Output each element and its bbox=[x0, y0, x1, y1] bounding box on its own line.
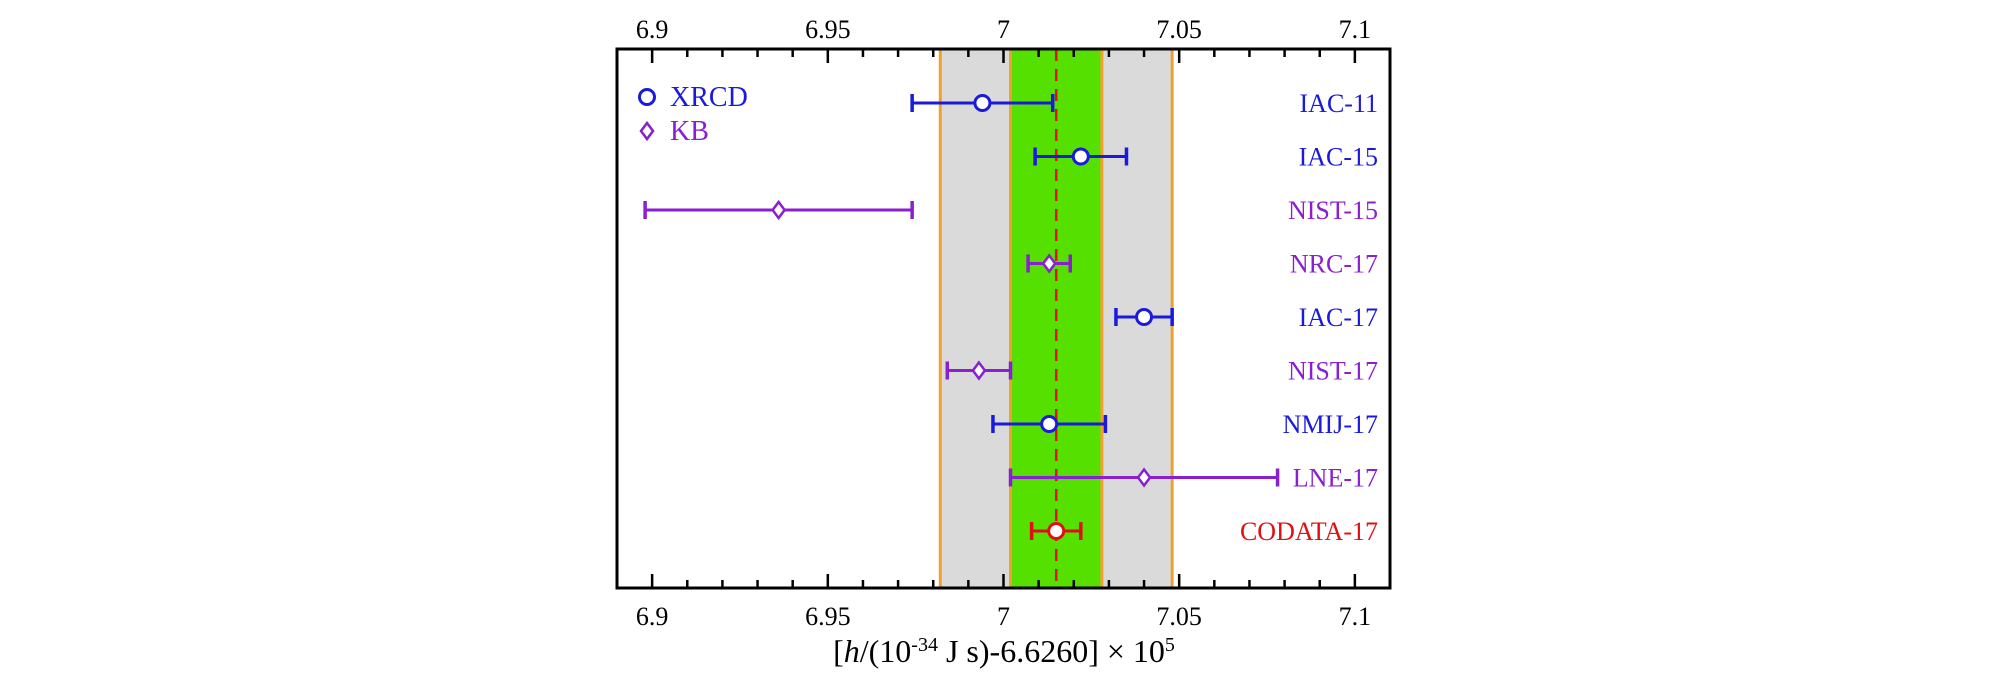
row-label: CODATA-17 bbox=[1240, 517, 1378, 546]
points-layer: IAC-11 IAC-15 NIST-15 NRC-17 IAC-17 NIST-17 NM… bbox=[643, 89, 1378, 546]
x-tick-label-top: 6.95 bbox=[805, 15, 851, 44]
circle-marker bbox=[1071, 147, 1090, 166]
x-tick-label-top: 7.1 bbox=[1339, 15, 1372, 44]
legend-label: KB bbox=[670, 116, 709, 147]
x-tick-label-bottom: 7 bbox=[997, 602, 1010, 631]
circle-icon bbox=[638, 88, 656, 106]
data-point-iac-17: IAC-17 bbox=[1114, 303, 1378, 332]
circle-marker bbox=[1040, 415, 1059, 433]
row-label: LNE-17 bbox=[1293, 464, 1378, 493]
data-point-nrc-17: NRC-17 bbox=[1026, 250, 1378, 279]
data-point-iac-11: IAC-11 bbox=[910, 89, 1378, 118]
x-tick-label-bottom: 7.1 bbox=[1339, 602, 1372, 631]
diamond-marker bbox=[1041, 253, 1057, 274]
x-tick-label-top: 6.9 bbox=[636, 15, 669, 44]
row-label: NIST-17 bbox=[1288, 357, 1378, 386]
data-point-lne-17: LNE-17 bbox=[1008, 464, 1378, 493]
row-label: IAC-15 bbox=[1299, 143, 1378, 172]
x-tick-label-top: 7 bbox=[997, 15, 1010, 44]
x-tick-label-bottom: 6.9 bbox=[636, 602, 669, 631]
circle-marker bbox=[1047, 522, 1066, 540]
row-label: IAC-11 bbox=[1300, 89, 1378, 118]
row-label: NIST-15 bbox=[1288, 196, 1378, 225]
row-label: NRC-17 bbox=[1290, 250, 1378, 279]
circle-marker bbox=[973, 94, 992, 112]
legend-entry-kb: KB bbox=[639, 116, 709, 147]
x-tick-label-top: 7.05 bbox=[1156, 15, 1202, 44]
row-label: IAC-17 bbox=[1299, 303, 1378, 332]
x-axis-label: [h/(10-34 J s)-6.6260] × 105 bbox=[833, 633, 1175, 669]
legend-entry-xrcd: XRCD bbox=[638, 82, 748, 113]
diamond-icon bbox=[639, 120, 655, 142]
data-point-nmij-17: NMIJ-17 bbox=[991, 410, 1378, 439]
data-point-iac-15: IAC-15 bbox=[1033, 143, 1378, 172]
circle-marker bbox=[1135, 308, 1154, 326]
data-point-nist-17: NIST-17 bbox=[945, 357, 1378, 386]
data-point-codata-17: CODATA-17 bbox=[1029, 517, 1378, 546]
diamond-marker bbox=[971, 360, 987, 381]
diamond-marker bbox=[1136, 467, 1152, 488]
axes-layer: 6.9 6.9 6.95 6.95 7 7 7.05 7.05 7.1 7.1 bbox=[615, 15, 1392, 631]
diamond-marker bbox=[771, 199, 787, 221]
x-tick-label-bottom: 7.05 bbox=[1156, 602, 1202, 631]
data-point-nist-15: NIST-15 bbox=[643, 196, 1378, 225]
x-tick-label-bottom: 6.95 bbox=[805, 602, 851, 631]
row-label: NMIJ-17 bbox=[1283, 410, 1378, 439]
legend-label: XRCD bbox=[670, 82, 748, 113]
